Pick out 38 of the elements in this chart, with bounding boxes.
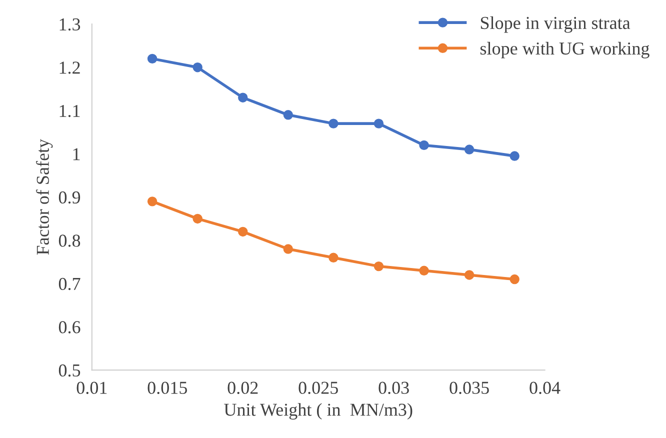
point [238, 226, 248, 237]
y-tick-label: 0.5 [58, 364, 80, 377]
legend-label: Slope in virgin strata [480, 16, 630, 33]
point [464, 144, 474, 154]
point [419, 140, 429, 150]
x-tick-label: 0.015 [148, 382, 187, 394]
point [374, 118, 384, 128]
point [238, 92, 248, 102]
x-tick-label: 0.035 [450, 382, 489, 394]
y-tick-label: 1.2 [60, 62, 80, 74]
point [283, 110, 294, 120]
x-tick-label: 0.02 [228, 382, 258, 394]
point [328, 118, 338, 128]
point [283, 244, 294, 254]
point [147, 196, 158, 206]
x-tick-label: 0.03 [378, 382, 409, 394]
y-tick-label: 1.1 [60, 104, 80, 118]
x-tick-label: 0.04 [530, 382, 560, 394]
y-tick-label: 0.6 [58, 321, 80, 334]
point [510, 151, 520, 161]
point [510, 274, 520, 284]
point [192, 214, 202, 224]
legend-label: slope with UG working [480, 42, 650, 58]
y-tick-label: 1 [73, 148, 80, 160]
x-tick-label: 0.025 [298, 382, 338, 394]
point [147, 54, 158, 64]
y-tick-label: 1.3 [60, 18, 80, 31]
x-axis-title: Unit Weight ( in MN/m3) [224, 403, 412, 420]
y-tick-label: 0.8 [58, 234, 80, 247]
x-tick-label: 0.01 [76, 382, 107, 394]
point [374, 261, 384, 272]
point [419, 266, 429, 276]
y-tick-label: 0.7 [58, 278, 80, 290]
point [328, 252, 338, 263]
point [464, 270, 474, 280]
point [192, 62, 202, 72]
y-tick-label: 0.9 [58, 191, 80, 204]
y-axis-title: Factor of Safety [36, 139, 53, 255]
